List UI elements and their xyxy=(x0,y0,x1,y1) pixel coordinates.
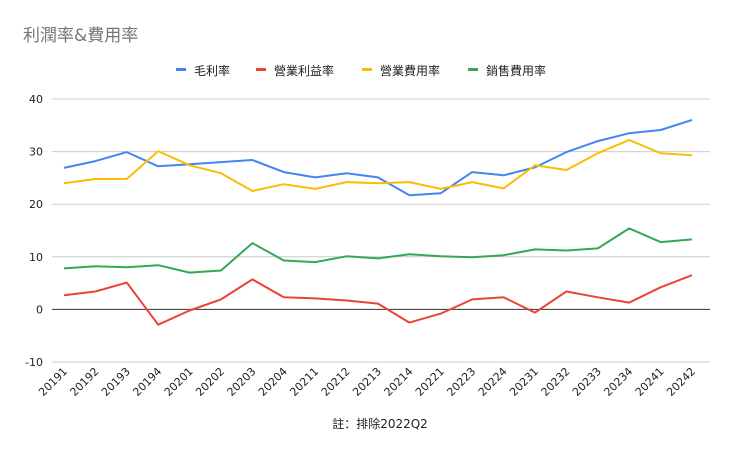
series-lines xyxy=(64,120,692,325)
x-tick-label: 20194 xyxy=(130,365,164,399)
x-tick-label: 20211 xyxy=(287,365,321,399)
legend-swatch xyxy=(256,68,266,71)
x-tick-label: 20191 xyxy=(36,365,70,399)
x-tick-label: 20221 xyxy=(413,365,447,399)
x-tick-label: 20232 xyxy=(539,365,573,399)
x-tick-label: 20242 xyxy=(664,365,698,399)
legend-label: 銷售費用率 xyxy=(486,63,546,78)
x-tick-label: 20212 xyxy=(319,365,353,399)
x-tick-label: 20231 xyxy=(507,365,541,399)
series-line-營業利益率 xyxy=(64,275,692,325)
x-tick-label: 20233 xyxy=(570,365,604,399)
x-tick-label: 20214 xyxy=(382,365,416,399)
legend-label: 營業費用率 xyxy=(380,63,440,78)
x-tick-label: 20193 xyxy=(99,365,133,399)
chart-title: 利潤率&費用率 xyxy=(23,26,138,46)
y-tick-label: -10 xyxy=(25,356,43,369)
x-tick-label: 20192 xyxy=(68,365,102,399)
legend-label: 營業利益率 xyxy=(274,63,334,78)
x-tick-label: 20204 xyxy=(256,365,290,399)
y-tick-label: 20 xyxy=(29,198,43,211)
x-axis: 2019120192201932019420201202022020320204… xyxy=(36,365,698,399)
y-tick-label: 10 xyxy=(29,251,43,264)
y-tick-label: 30 xyxy=(29,146,43,159)
legend: 毛利率 營業利益率 營業費用率 銷售費用率 xyxy=(176,63,546,78)
legend-swatch xyxy=(362,68,372,71)
y-axis: -10 0 10 20 30 40 xyxy=(25,93,43,369)
y-tick-label: 40 xyxy=(29,93,43,106)
x-tick-label: 20203 xyxy=(225,365,259,399)
x-tick-label: 20202 xyxy=(193,365,227,399)
legend-label: 毛利率 xyxy=(194,63,230,78)
footnote: 註：排除2022Q2 xyxy=(332,416,428,431)
x-tick-label: 20224 xyxy=(476,365,510,399)
x-tick-label: 20234 xyxy=(601,365,635,399)
series-line-銷售費用率 xyxy=(64,228,692,272)
legend-swatch xyxy=(176,68,186,71)
legend-swatch xyxy=(468,68,478,71)
x-tick-label: 20213 xyxy=(350,365,384,399)
x-tick-label: 20241 xyxy=(633,365,667,399)
x-tick-label: 20201 xyxy=(162,365,196,399)
y-tick-label: 0 xyxy=(36,303,43,316)
x-tick-label: 20223 xyxy=(444,365,478,399)
